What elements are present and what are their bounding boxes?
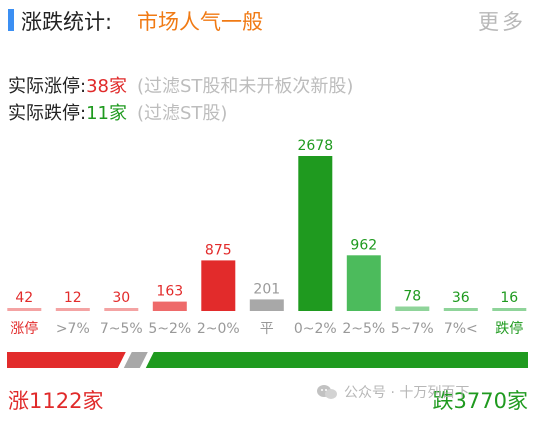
bar-value-label-2: 30 — [112, 290, 130, 306]
bar-3 — [152, 301, 187, 311]
category-label-1: >7% — [56, 321, 90, 337]
bar-9 — [443, 308, 478, 311]
bar-value-label-0: 42 — [15, 290, 33, 306]
bar-value-label-3: 163 — [156, 284, 183, 300]
limit-down-value: 11家 — [86, 103, 127, 124]
bar-value-label-1: 12 — [64, 290, 82, 306]
bar-value-label-4: 875 — [205, 242, 232, 258]
bar-4 — [201, 260, 236, 311]
bar-1 — [55, 308, 90, 311]
bar-7 — [346, 255, 381, 311]
bar-10 — [492, 308, 527, 311]
market-sentiment-label: 市场人气一般 — [137, 10, 263, 34]
limit-up-note: (过滤ST股和未开板次新股) — [136, 76, 354, 97]
limit-down-stat: 实际跌停:11家 (过滤ST股) — [8, 99, 227, 125]
flat-segment — [123, 352, 148, 368]
header: 涨跌统计: 市场人气一般 更多 — [0, 0, 534, 40]
fall-total: 跌3770家 — [432, 389, 528, 413]
category-label-8: 5~7% — [391, 321, 434, 337]
bar-0 — [7, 308, 42, 311]
fall-segment — [145, 352, 529, 368]
category-label-6: 0~2% — [294, 321, 337, 337]
limit-down-label: 实际跌停: — [8, 103, 87, 124]
category-label-3: 5~2% — [148, 321, 191, 337]
limit-up-label: 实际涨停: — [8, 76, 87, 97]
category-label-9: 7%< — [444, 321, 478, 337]
watermark: 公众号 · 十万列百下 — [316, 382, 469, 402]
bar-5 — [249, 299, 284, 311]
bar-value-label-5: 201 — [253, 281, 280, 297]
rise-total: 涨1122家 — [8, 389, 104, 413]
limit-down-note: (过滤ST股) — [136, 103, 228, 124]
bar-6 — [298, 156, 333, 311]
rise-fall-ratio-bar — [7, 352, 529, 368]
bar-value-label-9: 36 — [452, 290, 470, 306]
limit-up-value: 38家 — [86, 76, 127, 97]
bar-value-label-10: 16 — [500, 290, 518, 306]
category-label-0: 涨停 — [10, 320, 38, 337]
bar-value-label-7: 962 — [350, 237, 377, 253]
watermark-text: 公众号 · 十万列百下 — [344, 385, 470, 401]
category-label-10: 跌停 — [495, 320, 523, 337]
category-label-5: 平 — [260, 321, 274, 337]
wechat-icon — [317, 385, 337, 399]
distribution-bar-chart: 42 涨停 12 >7% 30 7~5% 163 5~2% 875 2~0% 201 平 2678 0~2… — [7, 138, 527, 337]
category-label-4: 2~0% — [197, 321, 240, 337]
page-title: 涨跌统计: — [21, 10, 113, 34]
bar-value-label-6: 2678 — [297, 138, 333, 154]
bar-value-label-8: 78 — [403, 289, 421, 305]
more-button[interactable]: 更多 — [478, 10, 526, 34]
title-accent-bar — [8, 9, 14, 31]
bar-8 — [395, 306, 430, 311]
limit-up-stat: 实际涨停:38家 (过滤ST股和未开板次新股) — [8, 72, 353, 98]
bar-2 — [104, 308, 139, 311]
rise-segment — [7, 352, 126, 368]
category-label-2: 7~5% — [100, 321, 143, 337]
category-label-7: 2~5% — [342, 321, 385, 337]
